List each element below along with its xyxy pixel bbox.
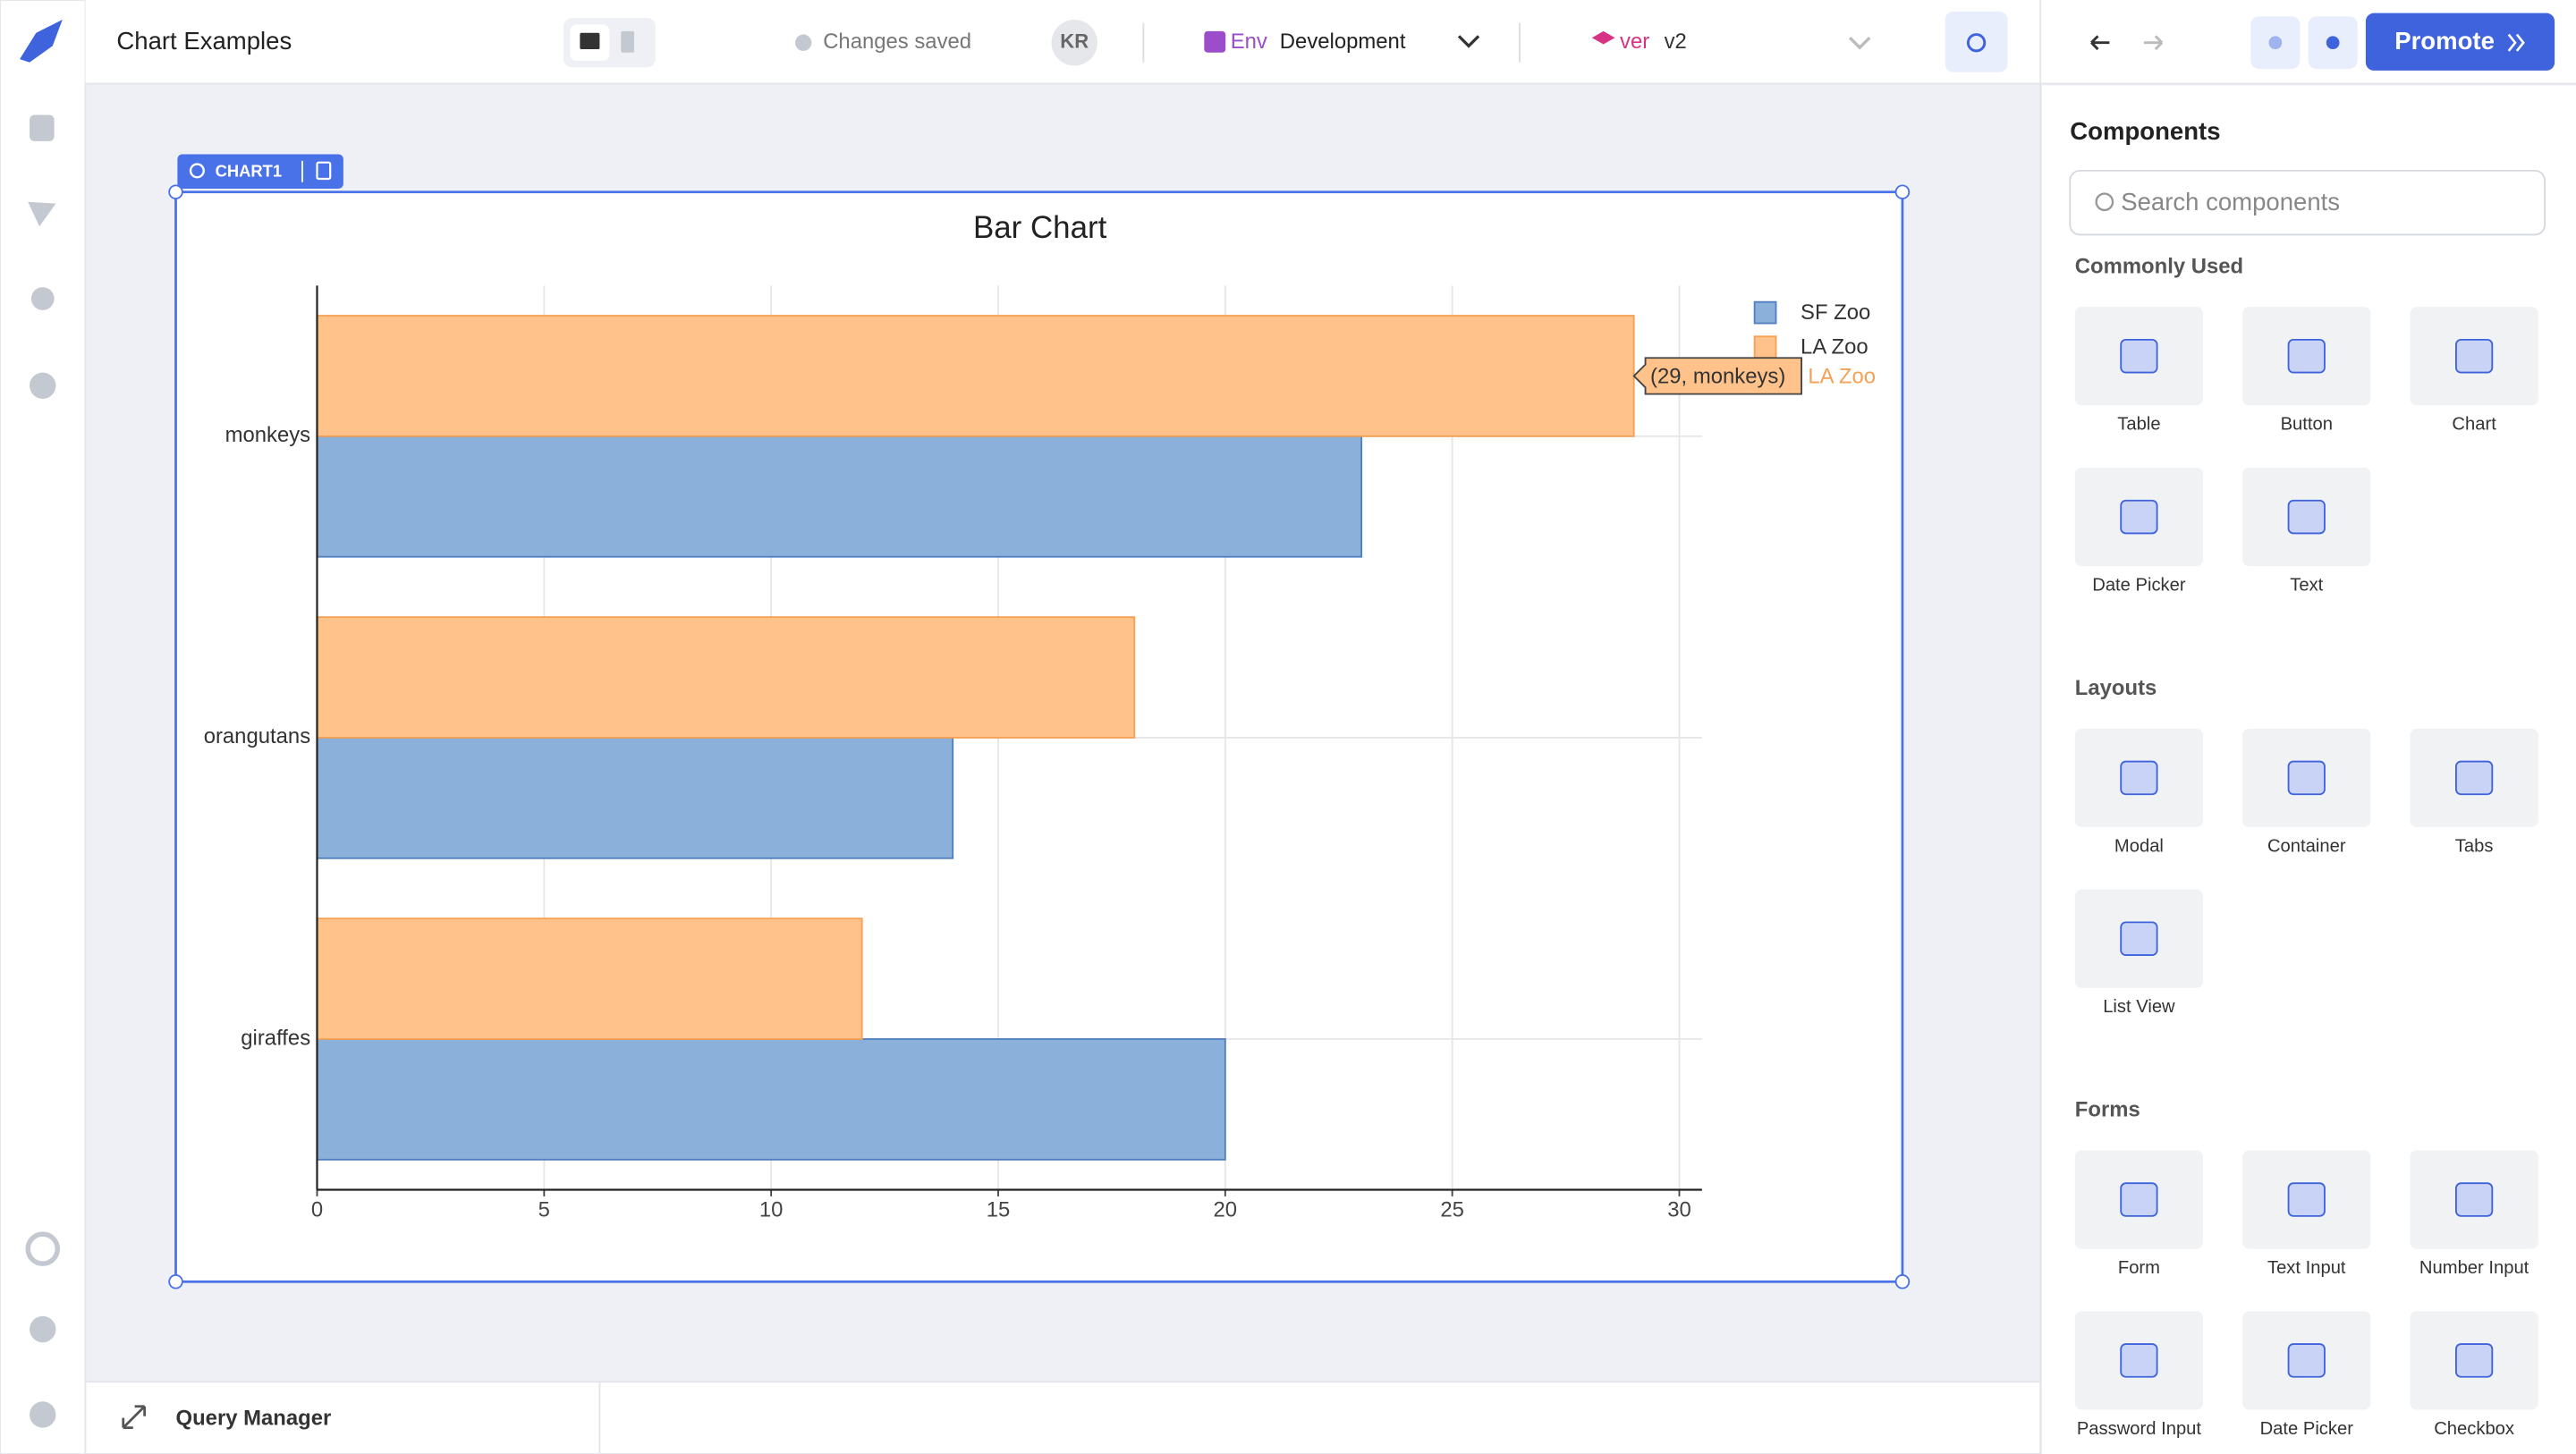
y-tick-label: orangutans: [204, 724, 311, 748]
widget-label: CHART1: [216, 162, 282, 181]
version-label: ver: [1620, 30, 1649, 54]
component-label: Chart: [2452, 415, 2496, 435]
bar: [317, 316, 1633, 436]
env-label: Env: [1231, 30, 1267, 54]
bar: [317, 1039, 1224, 1160]
component-icon: [2289, 1183, 2325, 1216]
component-label: Modal: [2114, 836, 2164, 856]
chat-icon[interactable]: [30, 1316, 55, 1342]
resize-handle[interactable]: [169, 1275, 182, 1289]
component-icon: [2121, 340, 2157, 373]
resize-handle[interactable]: [1896, 185, 1910, 199]
env-icon: [1204, 31, 1225, 53]
component-label: Date Picker: [2260, 1419, 2354, 1439]
component-icon: [2456, 762, 2492, 795]
pages-icon[interactable]: [30, 114, 55, 140]
component-label: Form: [2118, 1258, 2160, 1278]
query-manager-title[interactable]: Query Manager: [176, 1407, 332, 1431]
tooltip-text: (29, monkeys): [1650, 365, 1785, 389]
component-icon: [2289, 1344, 2325, 1377]
component-label: Container: [2267, 836, 2346, 856]
x-tick-label: 5: [538, 1198, 550, 1222]
mobile-icon[interactable]: [621, 31, 634, 53]
component-icon: [2121, 922, 2157, 955]
component-icon: [2121, 1344, 2157, 1377]
component-icon: [2456, 1183, 2492, 1216]
legend-swatch[interactable]: [1755, 302, 1776, 324]
component-icon: [2121, 1183, 2157, 1216]
share-icon: [2269, 36, 2283, 49]
avatar-initials: KR: [1060, 30, 1089, 53]
section-title: Commonly Used: [2075, 254, 2243, 278]
section-title: Forms: [2075, 1098, 2140, 1122]
settings-icon[interactable]: [30, 373, 55, 399]
bar: [317, 738, 953, 858]
component-label: Text: [2290, 576, 2323, 596]
version-value[interactable]: v2: [1665, 30, 1687, 54]
legend-swatch[interactable]: [1755, 336, 1776, 358]
x-tick-label: 10: [759, 1198, 784, 1222]
component-icon: [2121, 762, 2157, 795]
bar: [317, 617, 1134, 738]
x-tick-label: 25: [1440, 1198, 1464, 1222]
theme-icon[interactable]: [30, 1401, 55, 1427]
y-tick-label: giraffes: [241, 1026, 310, 1050]
bar: [317, 918, 861, 1039]
component-icon: [2289, 501, 2325, 534]
component-icon: [2456, 340, 2492, 373]
component-icon: [2289, 340, 2325, 373]
y-tick-label: monkeys: [225, 423, 311, 447]
component-label: Table: [2117, 415, 2160, 435]
legend-label[interactable]: LA Zoo: [1801, 334, 1868, 359]
component-sections: Commonly Used Table Button Chart Date Picker…: [2075, 254, 2538, 1438]
component-label: Button: [2281, 415, 2333, 435]
save-status: Changes saved: [823, 30, 971, 54]
cloud-icon: [795, 35, 811, 51]
section-title: Layouts: [2075, 676, 2157, 700]
component-label: Text Input: [2267, 1258, 2346, 1278]
search-placeholder: Search components: [2121, 188, 2340, 216]
component-label: Checkbox: [2434, 1419, 2514, 1439]
bar: [317, 436, 1361, 557]
x-tick-label: 15: [987, 1198, 1011, 1222]
component-label: Number Input: [2419, 1258, 2529, 1278]
x-tick-label: 30: [1667, 1198, 1691, 1222]
component-label: Tabs: [2455, 836, 2494, 856]
x-tick-label: 20: [1214, 1198, 1238, 1222]
component-label: Date Picker: [2092, 576, 2186, 596]
desktop-icon: [580, 33, 599, 49]
x-tick-label: 0: [311, 1198, 323, 1222]
tooltip-series: LA Zoo: [1808, 365, 1876, 389]
query-manager-bar: [86, 1382, 2041, 1454]
legend-label[interactable]: SF Zoo: [1801, 300, 1870, 325]
app-title[interactable]: Chart Examples: [116, 27, 292, 55]
promote-label: Promote: [2394, 27, 2495, 55]
preview-icon: [2326, 36, 2340, 49]
component-icon: [2121, 501, 2157, 534]
chart-title: Bar Chart: [973, 210, 1107, 245]
component-label: List View: [2103, 997, 2175, 1017]
component-label: Password Input: [2077, 1419, 2202, 1439]
panel-title: Components: [2070, 117, 2220, 145]
resize-handle[interactable]: [1896, 1275, 1910, 1289]
refresh-button[interactable]: [1945, 12, 2008, 72]
debug-icon[interactable]: [31, 287, 55, 310]
component-icon: [2289, 762, 2325, 795]
component-icon: [2456, 1344, 2492, 1377]
env-value[interactable]: Development: [1280, 30, 1406, 54]
